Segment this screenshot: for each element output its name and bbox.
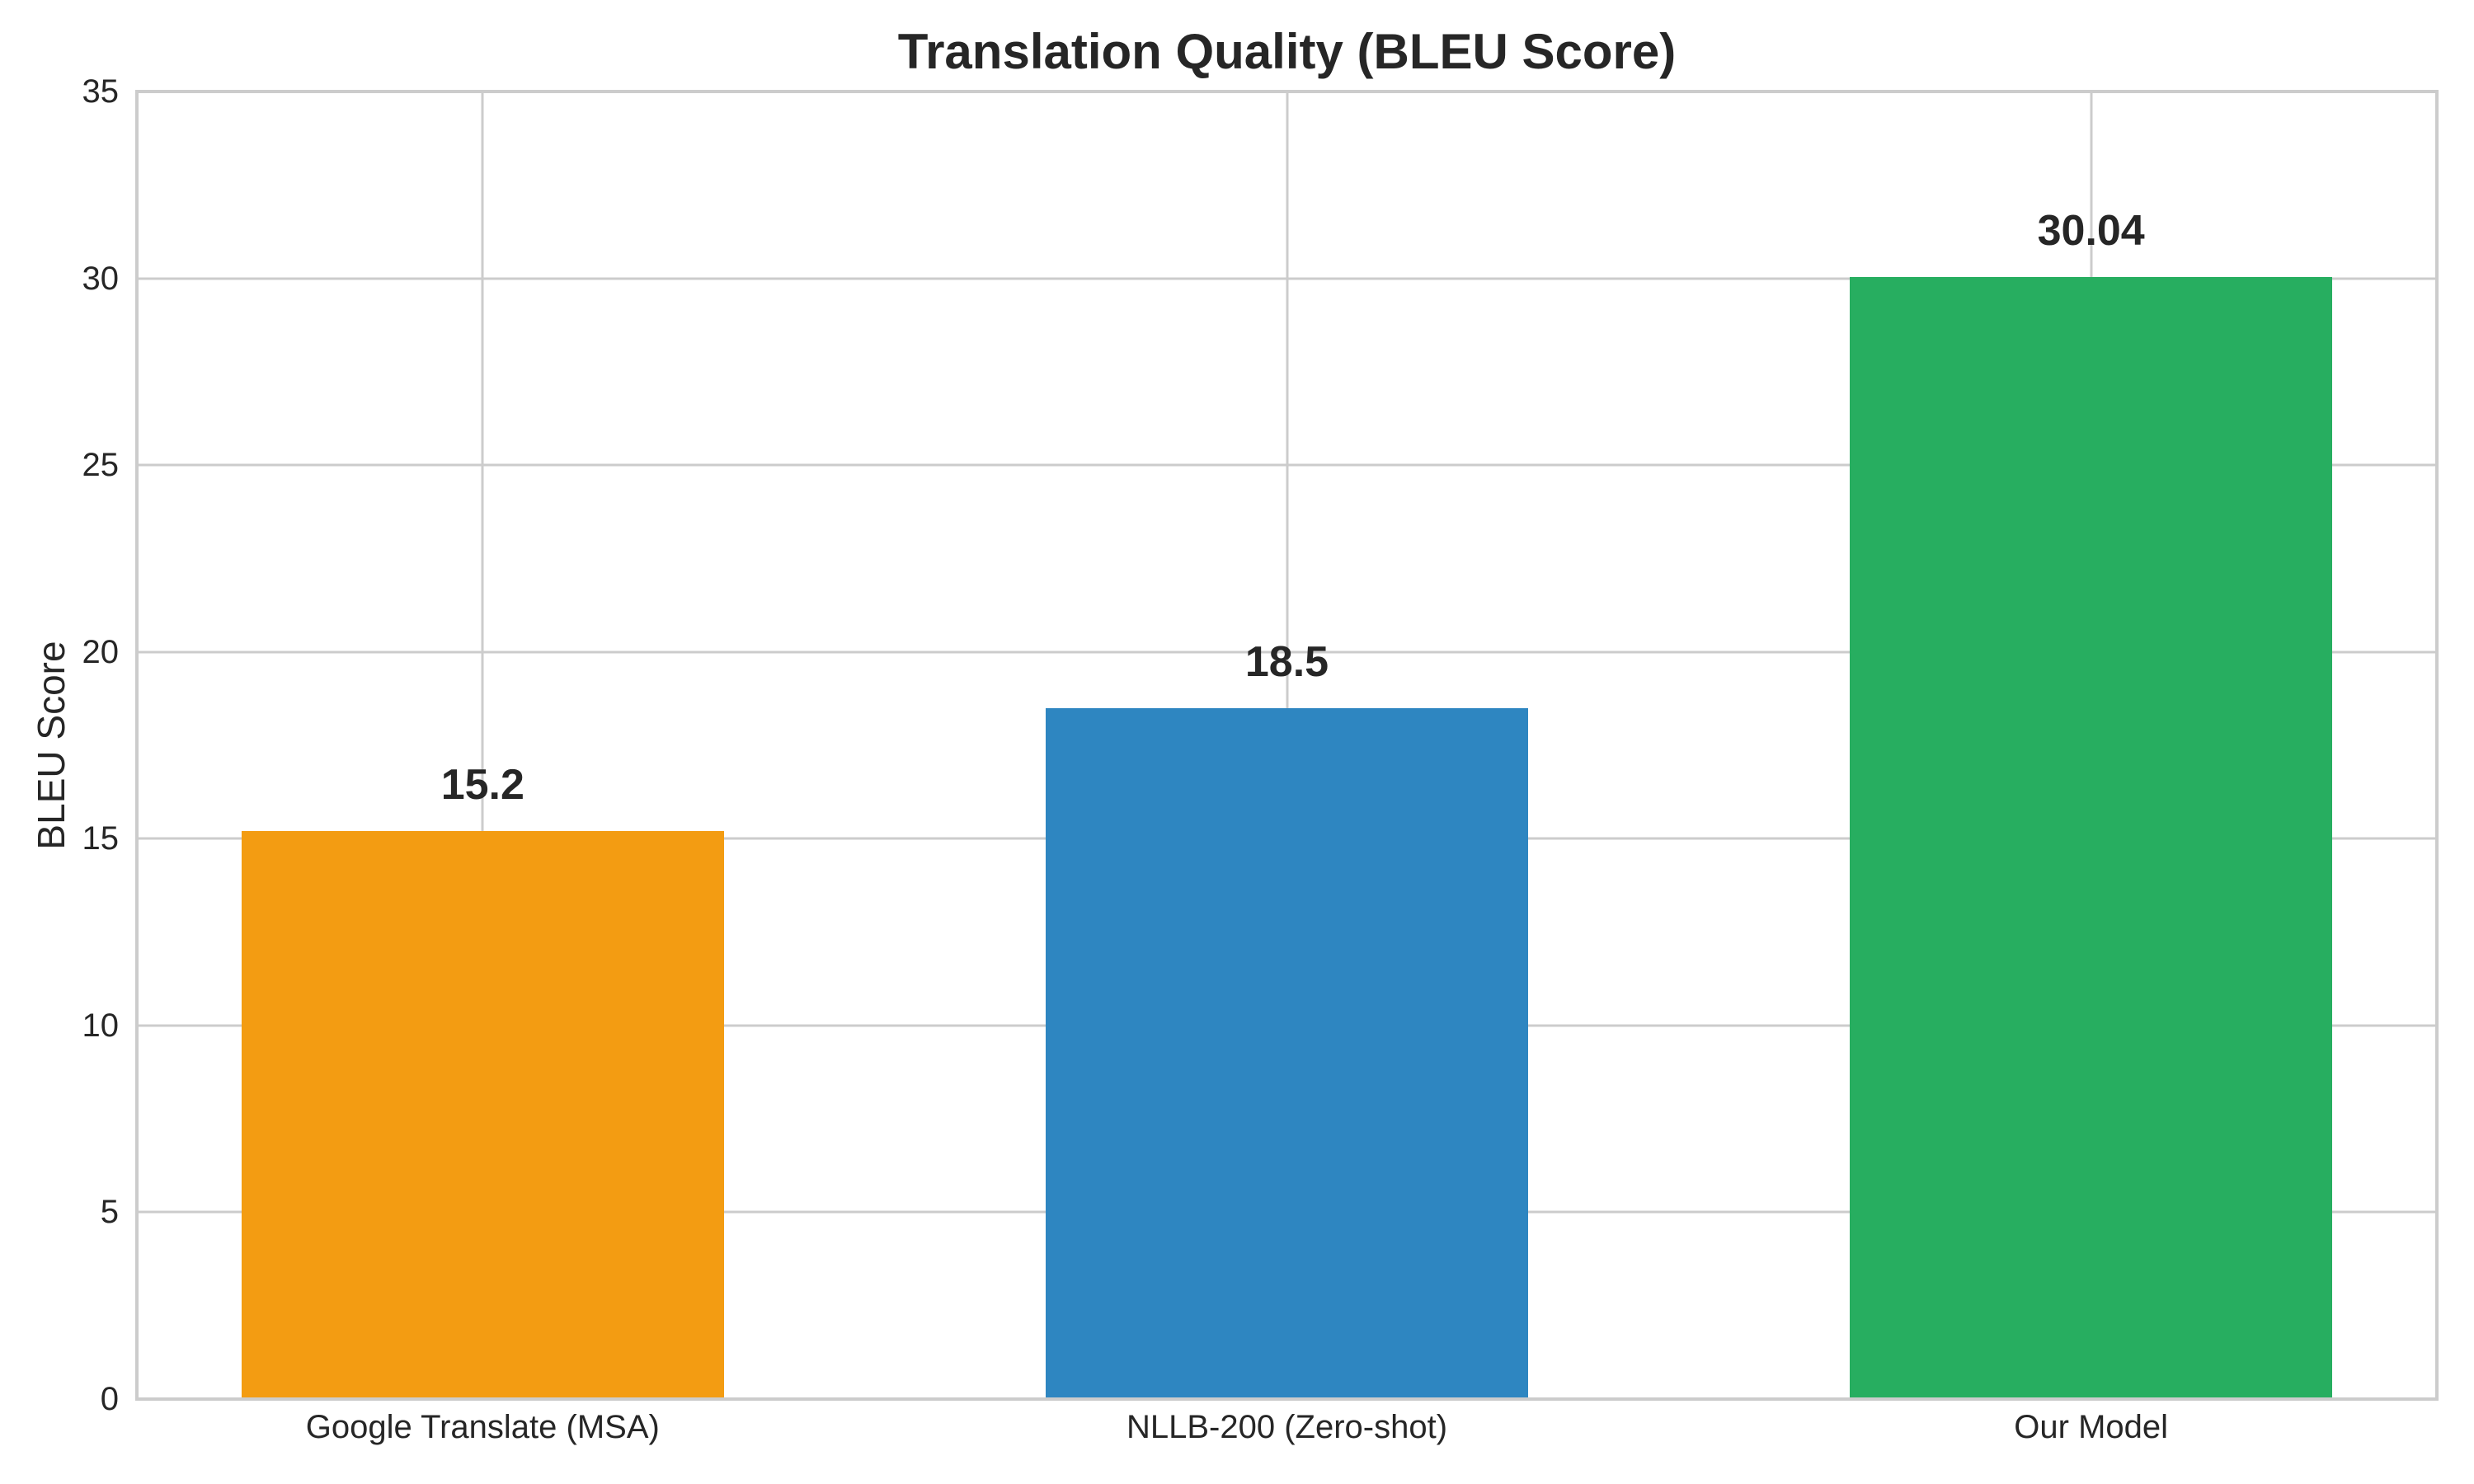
bar [241, 831, 724, 1399]
x-tick-label: NLLB-200 (Zero-shot) [1126, 1409, 1448, 1445]
grid-line-vertical [481, 92, 484, 1399]
bar [1045, 707, 1529, 1399]
bar-value-label: 18.5 [1244, 637, 1329, 686]
bar [1850, 276, 2333, 1399]
chart-title: Translation Quality (BLEU Score) [897, 24, 1677, 79]
y-tick-label: 20 [82, 633, 120, 670]
y-tick-label: 35 [82, 73, 120, 110]
y-tick-label: 15 [82, 820, 120, 857]
y-axis-label: BLEU Score [30, 641, 73, 850]
bar-value-label: 30.04 [2037, 206, 2145, 255]
bar-value-label: 15.2 [440, 761, 524, 810]
y-tick-label: 0 [100, 1381, 119, 1417]
y-tick-label: 10 [82, 1007, 120, 1044]
plot-area: 15.2 18.5 30.04 [135, 90, 2439, 1401]
y-tick-label: 5 [100, 1194, 119, 1231]
x-tick-label: Google Translate (MSA) [305, 1409, 660, 1445]
y-tick-label: 30 [82, 260, 120, 297]
x-tick-label: Our Model [2014, 1409, 2169, 1445]
y-tick-label: 25 [82, 447, 120, 484]
